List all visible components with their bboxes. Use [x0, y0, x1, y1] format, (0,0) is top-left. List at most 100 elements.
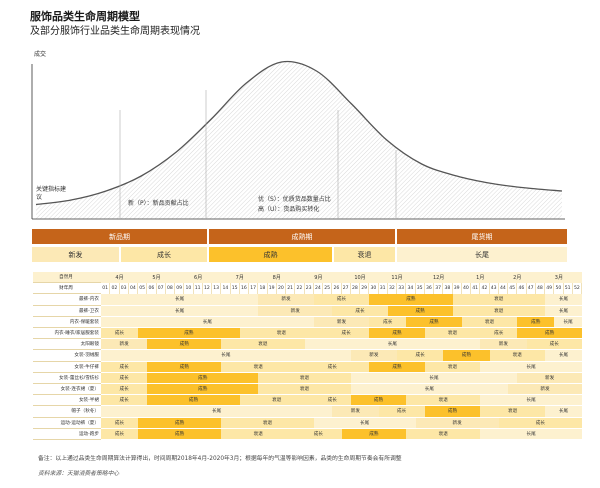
- phase-mature: 成熟期: [209, 229, 395, 244]
- table-segment: 衰退: [258, 384, 351, 396]
- table-segment: 衰退: [406, 395, 481, 407]
- table-segment: 成熟: [147, 395, 240, 407]
- month-label: 9月: [314, 275, 323, 282]
- week-number: 04: [128, 283, 138, 295]
- table-segment: 长尾: [545, 294, 582, 306]
- table-row-label: 女装-羽绒服: [33, 350, 101, 362]
- week-number: 08: [165, 283, 175, 295]
- page-subtitle: 及部分服饰行业品类生命周期表现情况: [30, 26, 200, 37]
- curve-area: [36, 61, 562, 219]
- table-row-label: 运动-运动裤（夏）: [33, 417, 101, 429]
- table-row-label: 最裤-内衣: [33, 294, 101, 306]
- table-segment: 衰退: [221, 361, 296, 373]
- table-row-label: 女装-连衣裙（夏）: [33, 384, 101, 396]
- week-number: 17: [249, 283, 259, 295]
- week-number: 52: [572, 283, 582, 295]
- week-number: 18: [258, 283, 268, 295]
- table-segment: 成长: [369, 316, 407, 328]
- table-segment: 新发: [313, 316, 370, 328]
- week-number: 07: [156, 283, 166, 295]
- table-segment: 成熟: [406, 316, 462, 328]
- table-segment: 新发: [517, 372, 582, 384]
- table-segment: 长尾: [304, 339, 481, 351]
- month-label: 11月: [391, 275, 403, 282]
- week-number: 39: [452, 283, 462, 295]
- week-number: 47: [526, 283, 536, 295]
- annotation-new: 新（P）：新品贡献占比: [128, 200, 189, 207]
- annotation-key-metrics: 关键指标建议: [36, 186, 67, 201]
- source-note: 资料来源：天猫消费者策略中心: [38, 471, 120, 477]
- week-number: 26: [332, 283, 342, 295]
- table-segment: 衰退: [461, 316, 518, 328]
- table-segment: 成熟: [138, 417, 222, 429]
- table-segment: 新发: [258, 305, 333, 317]
- table-segment: 长尾: [101, 406, 333, 418]
- table-segment: 成长: [498, 417, 582, 429]
- curve-line: [35, 60, 563, 206]
- week-number: 19: [267, 283, 277, 295]
- table-segment: 成熟: [147, 361, 222, 373]
- table-segment: 成熟: [517, 316, 555, 328]
- week-number: 12: [202, 283, 212, 295]
- table-segment: 长尾: [545, 350, 582, 362]
- week-number: 03: [119, 283, 129, 295]
- table-segment: 长尾: [480, 395, 582, 407]
- week-number: 41: [471, 283, 481, 295]
- table-segment: 成熟: [147, 384, 259, 396]
- table-segment: 衰退: [424, 328, 481, 340]
- week-number: 11: [193, 283, 203, 295]
- table-segment: 成熟: [138, 328, 240, 340]
- month-label: 7月: [235, 275, 244, 282]
- footnote: 备注：以上通过品类生命周期算法计算得出，时间周期2018年4月-2020年3月；…: [38, 456, 402, 462]
- table-segment: 成长: [313, 294, 370, 306]
- table-segment: 成熟: [517, 328, 582, 340]
- table-segment: 衰退: [480, 406, 545, 418]
- table-segment: 成熟: [147, 372, 259, 384]
- week-number: 51: [563, 283, 573, 295]
- annotation-quality: 优（S）：优质货品数量占比: [258, 196, 331, 203]
- week-number: 20: [276, 283, 286, 295]
- stage-new: 新发: [32, 247, 119, 262]
- table-segment: 长尾: [480, 428, 582, 440]
- table-segment: 衰退: [452, 305, 545, 317]
- stage-mature: 成熟: [209, 247, 332, 262]
- table-segment: 成熟: [424, 406, 481, 418]
- phase-tail: 尾货期: [397, 229, 567, 244]
- week-number: 15: [230, 283, 240, 295]
- week-number: 35: [415, 283, 425, 295]
- table-segment: 长尾: [101, 305, 259, 317]
- table-segment: 衰退: [424, 361, 481, 373]
- month-header-label: 自然月: [33, 272, 101, 284]
- table-row-label: 女装-蕾丝衫/雪纺衫: [33, 372, 101, 384]
- table-segment: 成长: [313, 395, 351, 407]
- week-number: 16: [239, 283, 249, 295]
- table-segment: 成长: [397, 350, 444, 362]
- table-segment: 衰退: [239, 395, 314, 407]
- stage-decline: 衰退: [334, 247, 395, 262]
- table-row-label: 内衣-保暖套装: [33, 316, 101, 328]
- month-label: 3月: [554, 275, 563, 282]
- table-segment: 长尾: [101, 350, 351, 362]
- table-segment: 新发: [508, 384, 582, 396]
- table-segment: 成长: [101, 361, 148, 373]
- table-segment: 成长: [101, 384, 148, 396]
- phase-new-product: 新品期: [32, 229, 207, 244]
- week-number: 23: [304, 283, 314, 295]
- table-row-label: 太阳眼镜: [33, 339, 101, 351]
- month-label: 6月: [194, 275, 203, 282]
- table-segment: 衰退: [406, 428, 481, 440]
- month-label: 10月: [354, 275, 366, 282]
- table-segment: 新发: [350, 350, 397, 362]
- table-segment: 成长: [378, 406, 425, 418]
- table-segment: 衰退: [258, 372, 351, 384]
- table-segment: 衰退: [489, 350, 545, 362]
- table-row-label: 运动-跑步: [33, 428, 101, 440]
- week-number: 25: [323, 283, 333, 295]
- month-label: 12月: [432, 275, 445, 282]
- table-segment: 成长: [101, 428, 138, 440]
- table-row-label: 女装-牛仔裤: [33, 361, 101, 373]
- week-number: 49: [545, 283, 555, 295]
- table-segment: 长尾: [313, 417, 416, 429]
- week-number: 40: [461, 283, 471, 295]
- week-number: 38: [443, 283, 453, 295]
